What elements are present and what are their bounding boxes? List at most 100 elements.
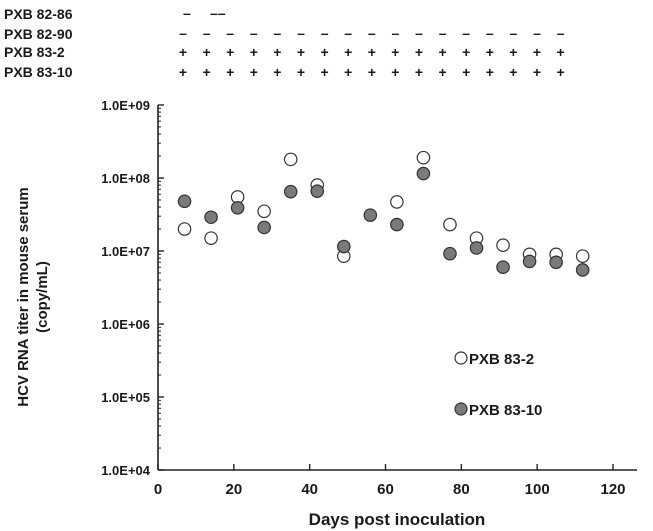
status-mark: + xyxy=(368,64,376,80)
status-mark: – xyxy=(510,25,518,41)
status-mark: + xyxy=(203,44,211,60)
point-pxb83-2 xyxy=(575,249,590,263)
x-tick-label: 0 xyxy=(154,481,162,498)
data-points xyxy=(177,150,590,277)
y-tick-label: 1.0E+05 xyxy=(101,390,150,405)
point-pxb83-2 xyxy=(390,195,404,209)
status-mark: + xyxy=(273,44,281,60)
legend-label-pxb83-2: PXB 83-2 xyxy=(469,351,534,368)
point-pxb83-10 xyxy=(257,220,271,235)
status-mark: – xyxy=(486,25,494,41)
point-pxb83-2 xyxy=(204,231,218,245)
status-row-label: PXB 83-10 xyxy=(4,64,73,80)
point-pxb83-2 xyxy=(443,217,457,232)
x-tick-label: 100 xyxy=(525,481,550,498)
status-mark: + xyxy=(415,44,423,60)
status-mark: + xyxy=(557,44,565,60)
point-pxb83-10 xyxy=(336,239,351,254)
status-mark: + xyxy=(462,44,470,60)
x-tick-label: 20 xyxy=(225,481,242,498)
point-pxb83-10 xyxy=(204,210,218,225)
legend-marker-pxb83-10 xyxy=(454,402,468,416)
legend: PXB 83-2 PXB 83-10 xyxy=(454,351,542,419)
status-mark: + xyxy=(509,64,517,80)
status-mark: + xyxy=(439,44,447,60)
status-mark: + xyxy=(344,64,352,80)
status-mark: – xyxy=(439,25,447,41)
x-axis-ticks: 0 20 40 60 80 100 120 xyxy=(154,464,626,498)
point-pxb83-2 xyxy=(416,150,431,165)
point-pxb83-2 xyxy=(257,204,271,219)
status-mark: + xyxy=(533,64,541,80)
status-mark: + xyxy=(273,64,281,80)
status-mark: + xyxy=(297,44,305,60)
point-pxb83-10 xyxy=(575,263,590,277)
point-pxb83-10 xyxy=(522,254,537,269)
status-mark: + xyxy=(439,64,447,80)
status-mark: – xyxy=(203,25,211,41)
point-pxb83-10 xyxy=(363,208,378,222)
plot-axes: 1.0E+04 1.0E+05 1.0E+06 1.0E+07 1.0E+08 1.0E+… xyxy=(101,98,637,498)
status-mark: + xyxy=(391,64,399,80)
legend-marker-pxb83-2 xyxy=(454,351,468,365)
point-pxb83-10 xyxy=(443,246,457,261)
y-tick-label: 1.0E+07 xyxy=(101,244,150,259)
status-mark: + xyxy=(344,44,352,60)
status-mark: + xyxy=(226,44,234,60)
status-mark: + xyxy=(533,44,541,60)
x-tick-label: 60 xyxy=(377,481,394,498)
y-axis-title-line2: (copy/mL) xyxy=(34,261,51,333)
status-mark: + xyxy=(179,64,187,80)
y-axis-title-line1: HCV RNA titer in mouse serum xyxy=(15,187,32,407)
status-mark: + xyxy=(179,44,187,60)
status-row-label: PXB 83-2 xyxy=(4,44,65,60)
point-pxb83-10 xyxy=(283,184,298,199)
y-tick-label: 1.0E+06 xyxy=(101,317,150,332)
point-pxb83-10 xyxy=(177,194,192,209)
status-mark: – xyxy=(368,25,376,41)
status-mark: + xyxy=(557,64,565,80)
status-mark: – xyxy=(462,25,470,41)
status-mark: + xyxy=(486,44,494,60)
y-tick-label: 1.0E+08 xyxy=(101,171,150,186)
status-mark: + xyxy=(226,64,234,80)
status-row-label: PXB 82-86 xyxy=(4,6,73,22)
status-mark: + xyxy=(486,64,494,80)
status-mark: + xyxy=(250,44,258,60)
status-mark: + xyxy=(321,44,329,60)
point-pxb83-10 xyxy=(549,255,563,270)
status-mark: + xyxy=(203,64,211,80)
status-mark: + xyxy=(297,64,305,80)
status-mark: + xyxy=(250,64,258,80)
status-mark: – xyxy=(179,25,187,41)
status-mark: – xyxy=(415,25,423,41)
status-mark: + xyxy=(368,44,376,60)
status-mark: – xyxy=(533,25,541,41)
y-axis-ticks: 1.0E+04 1.0E+05 1.0E+06 1.0E+07 1.0E+08 1.0E+… xyxy=(101,98,164,478)
point-pxb83-2 xyxy=(283,152,298,167)
x-tick-label: 40 xyxy=(301,481,318,498)
status-mark: + xyxy=(415,64,423,80)
y-tick-label: 1.0E+09 xyxy=(101,98,150,113)
y-axis-title: HCV RNA titer in mouse serum (copy/mL) xyxy=(15,187,51,407)
point-pxb83-10 xyxy=(230,201,245,215)
point-pxb83-2 xyxy=(177,222,192,236)
point-pxb83-10 xyxy=(496,260,510,274)
legend-label-pxb83-10: PXB 83-10 xyxy=(469,402,542,419)
point-pxb83-10 xyxy=(390,217,404,232)
status-mark: – xyxy=(557,25,565,41)
status-mark: – xyxy=(226,25,234,41)
status-row-label: PXB 82-90 xyxy=(4,26,73,42)
status-mark: –– xyxy=(210,5,226,21)
status-table: PXB 82-86– ––PXB 82-90– – – – – – – – – – – – – – – – –PX… xyxy=(4,5,565,80)
status-mark: – xyxy=(392,25,400,41)
status-mark: – xyxy=(183,5,191,21)
x-axis-title: Days post inoculation xyxy=(309,510,486,529)
point-pxb83-10 xyxy=(416,166,431,181)
status-mark: – xyxy=(321,25,329,41)
point-pxb83-10 xyxy=(310,184,325,198)
point-pxb83-10 xyxy=(469,241,484,255)
y-tick-label: 1.0E+04 xyxy=(101,463,151,478)
point-pxb83-2 xyxy=(496,238,510,253)
